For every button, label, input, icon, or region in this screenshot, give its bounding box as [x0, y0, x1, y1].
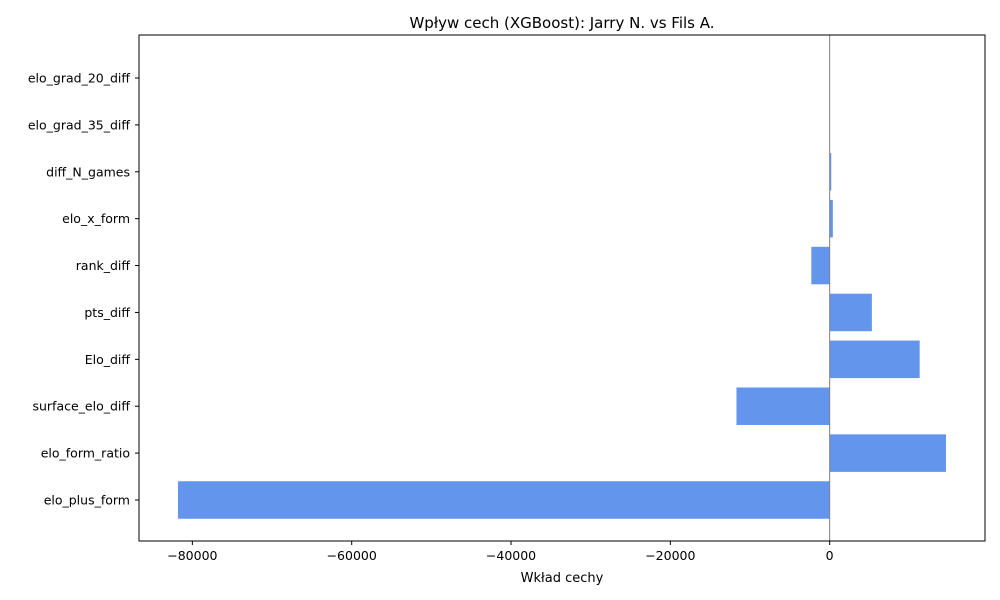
plot-frame — [138, 34, 986, 542]
y-tick-label: pts_diff — [84, 305, 130, 320]
bar-elo_plus_form — [178, 481, 830, 519]
bar-elo_x_form — [829, 199, 833, 238]
x-tick-label: −60000 — [327, 548, 377, 563]
y-tick-label: diff_N_games — [46, 164, 130, 179]
y-tick-label: rank_diff — [76, 258, 131, 273]
x-axis-label: Wkład cechy — [521, 571, 604, 586]
y-tick-label: elo_grad_35_diff — [28, 117, 131, 132]
bar-surface_elo_diff — [736, 387, 830, 425]
x-tick-label: −40000 — [486, 548, 536, 563]
bar-elo_form_ratio — [829, 434, 946, 472]
bar-Elo_diff — [829, 340, 920, 379]
bar-diff_N_games — [829, 153, 832, 191]
x-axis: −80000 −60000 −40000 −20000 0 — [167, 541, 834, 563]
x-tick-label: −20000 — [645, 548, 695, 563]
y-tick-label: surface_elo_diff — [32, 399, 130, 414]
y-tick-label: elo_plus_form — [44, 493, 130, 508]
bars-group — [178, 153, 946, 519]
y-axis: elo_grad_20_diff elo_grad_35_diff diff_N_g… — [28, 71, 139, 508]
chart-title: Wpływ cech (XGBoost): Jarry N. vs Fils A… — [409, 14, 714, 32]
y-tick-label: elo_x_form — [62, 211, 130, 226]
x-tick-label: −80000 — [167, 548, 217, 563]
bar-rank_diff — [811, 246, 830, 285]
y-tick-label: elo_grad_20_diff — [28, 71, 131, 86]
y-tick-label: Elo_diff — [85, 352, 131, 367]
x-tick-label: 0 — [826, 548, 834, 563]
bar-pts_diff — [829, 293, 872, 332]
y-tick-label: elo_form_ratio — [41, 446, 130, 461]
